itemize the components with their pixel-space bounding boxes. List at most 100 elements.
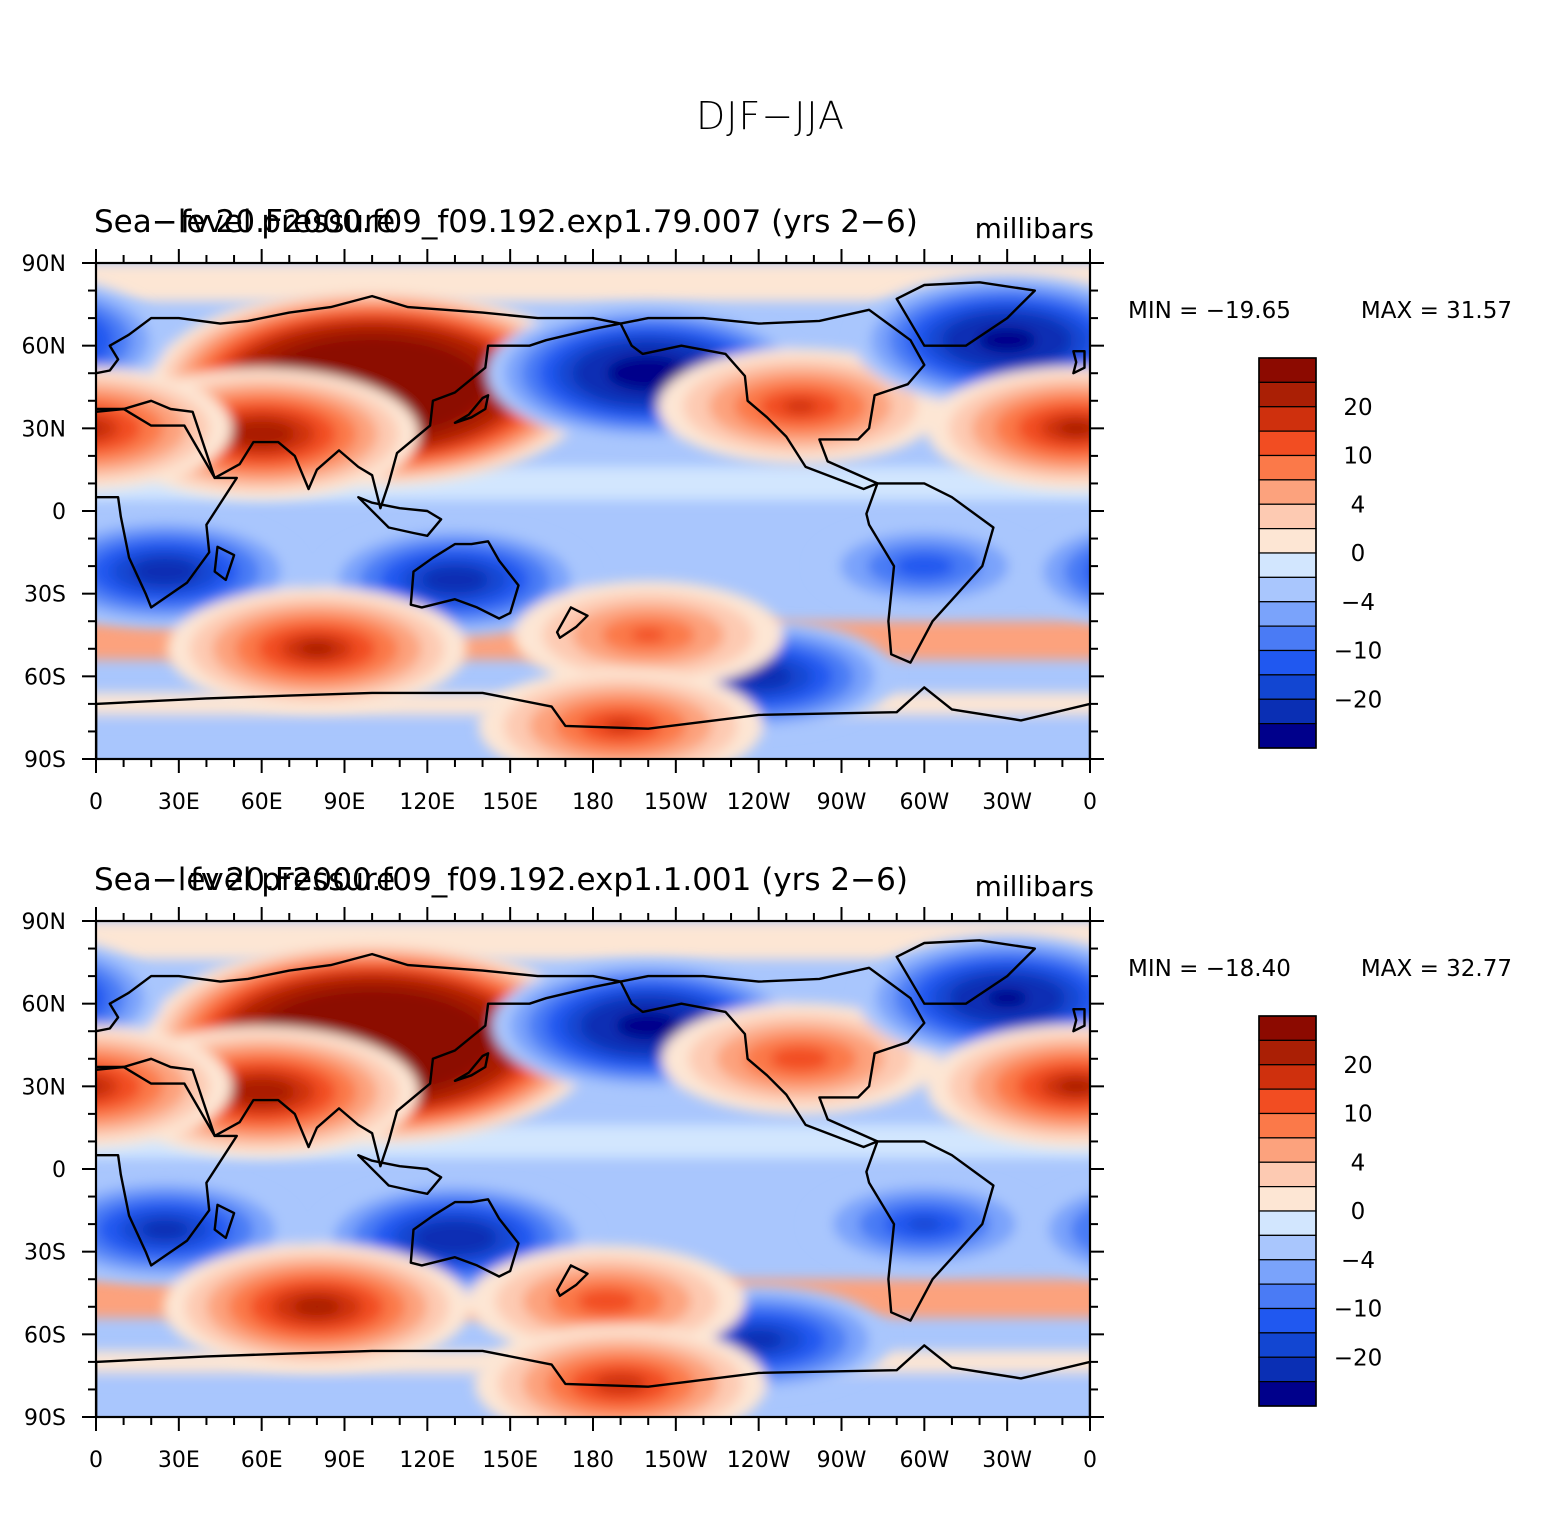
x-tick-label: 30W xyxy=(982,1448,1032,1473)
uk xyxy=(1072,1008,1086,1033)
antarctica-coast xyxy=(96,686,1090,759)
japan xyxy=(453,1052,490,1082)
australia-coast xyxy=(409,1198,520,1278)
pressure-features xyxy=(96,274,1090,759)
x-tick-label: 120W xyxy=(727,790,791,815)
colorbar: 20 10 4 0 −4 −10 −20 xyxy=(1258,357,1383,749)
colorbar-label: 4 xyxy=(1351,1150,1366,1176)
y-tick-label: 90S xyxy=(24,748,66,773)
x-tick-label: 60W xyxy=(899,1448,949,1473)
panel-left-title: Sea−level pressure xyxy=(94,204,395,240)
x-tick-label: 90W xyxy=(817,1448,867,1473)
y-tick-label: 30N xyxy=(22,1075,66,1100)
greenland-coast xyxy=(895,939,1036,1005)
slp-field xyxy=(96,263,1090,759)
y-tick-label: 60S xyxy=(24,665,66,690)
japan xyxy=(453,394,490,424)
colorbar: 20 10 4 0 −4 −10 −20 xyxy=(1258,1015,1382,1407)
colorbar-label: −4 xyxy=(1341,1248,1375,1274)
azores-high xyxy=(96,1024,1090,1149)
axis-ticks xyxy=(82,249,1104,773)
x-tick-label: 150W xyxy=(644,1448,708,1473)
colorbar-label: −20 xyxy=(1334,687,1383,713)
colorbar-box xyxy=(1258,601,1317,627)
colorbar-box xyxy=(1258,430,1317,457)
colorbar-box xyxy=(1258,649,1317,676)
colorbar-box xyxy=(1258,1137,1317,1163)
colorbar-box xyxy=(1258,503,1317,530)
x-tick-label: 60E xyxy=(241,790,283,815)
africa-coast xyxy=(96,407,238,609)
colorbar-box xyxy=(1258,1210,1317,1236)
arabia-madagascar xyxy=(213,545,236,582)
colorbar-box xyxy=(1258,406,1317,432)
pressure-features xyxy=(96,934,1090,1417)
coastlines xyxy=(79,939,1090,1417)
uk-wrap xyxy=(79,1009,90,1031)
coastlines xyxy=(96,281,1090,759)
north-america-high xyxy=(657,348,943,465)
x-tick-label: 150E xyxy=(482,1448,538,1473)
colorbar-label: 0 xyxy=(1351,1199,1366,1225)
colorbar-label: 20 xyxy=(1343,395,1372,421)
indonesia xyxy=(357,1154,443,1195)
x-tick-label: 150E xyxy=(482,790,538,815)
colorbar-box xyxy=(1258,479,1317,505)
colorbar-frame xyxy=(1258,1015,1317,1407)
x-tick-label: 0 xyxy=(89,790,103,815)
y-tick-label: 30S xyxy=(24,583,66,608)
y-tick-label: 90S xyxy=(24,1406,66,1431)
colorbar-label: −10 xyxy=(1334,639,1383,665)
x-tick-label: 90E xyxy=(324,1448,366,1473)
colorbar-box xyxy=(1258,454,1317,481)
slp-field xyxy=(96,921,1090,1417)
ross-sea-high xyxy=(474,1324,767,1417)
azores-high xyxy=(96,366,1090,491)
panel-center-title: fv 20.F2000.f09_f09.192.exp1.79.007 (yrs… xyxy=(180,204,918,240)
colorbar-box xyxy=(1258,1161,1317,1188)
x-tick-label: 30E xyxy=(158,790,200,815)
y-tick-label: 60N xyxy=(22,993,66,1018)
x-tick-label: 90E xyxy=(324,790,366,815)
south-indian-high xyxy=(163,1243,471,1371)
max-value-label: MAX = 31.57 xyxy=(1361,298,1512,324)
colorbar-box xyxy=(1258,1234,1317,1261)
south-pacific-high xyxy=(513,580,783,690)
x-tick-label: 150W xyxy=(644,790,708,815)
x-tick-label: 180 xyxy=(572,1448,614,1473)
colorbar-box xyxy=(1258,528,1317,554)
north-america-coast xyxy=(619,308,926,491)
colorbar-box xyxy=(1258,1064,1317,1090)
panel-left-title: Sea−level pressure xyxy=(94,862,395,898)
greenland-coast xyxy=(895,281,1036,347)
x-tick-label: 60E xyxy=(241,1448,283,1473)
colorbar-label: 0 xyxy=(1351,541,1366,567)
colorbar-box xyxy=(1258,1307,1317,1334)
north-america-coast xyxy=(619,966,926,1149)
colorbar-box xyxy=(1258,381,1317,408)
min-value-label: MIN = −18.40 xyxy=(1128,956,1291,982)
y-tick-label: 0 xyxy=(52,500,66,525)
colorbar-box xyxy=(1258,552,1317,578)
colorbar-frame xyxy=(1258,357,1317,749)
panel-units: millibars xyxy=(975,870,1094,903)
colorbar-box xyxy=(1258,576,1317,603)
axis-ticks xyxy=(82,907,1104,1431)
colorbar-box xyxy=(1258,1381,1317,1407)
x-tick-label: 120E xyxy=(399,790,455,815)
map-panel-2: 0 30E 60E 90E 120E 150E 180 150W 120W 90W 60W 30W 09… xyxy=(22,862,1512,1473)
y-tick-label: 60S xyxy=(24,1323,66,1348)
x-tick-label: 30E xyxy=(158,1448,200,1473)
y-tick-label: 30S xyxy=(24,1241,66,1266)
colorbar-box xyxy=(1258,1112,1317,1139)
colorbar-box xyxy=(1258,1039,1317,1066)
colorbar-label: 20 xyxy=(1343,1053,1372,1079)
colorbar-box xyxy=(1258,625,1317,652)
australia-coast xyxy=(409,540,520,620)
antarctica-coast xyxy=(96,1344,1090,1417)
colorbar-box xyxy=(1258,357,1317,383)
y-tick-label: 90N xyxy=(22,910,66,935)
x-tick-label: 180 xyxy=(572,790,614,815)
eurasia-coast xyxy=(96,952,622,1168)
